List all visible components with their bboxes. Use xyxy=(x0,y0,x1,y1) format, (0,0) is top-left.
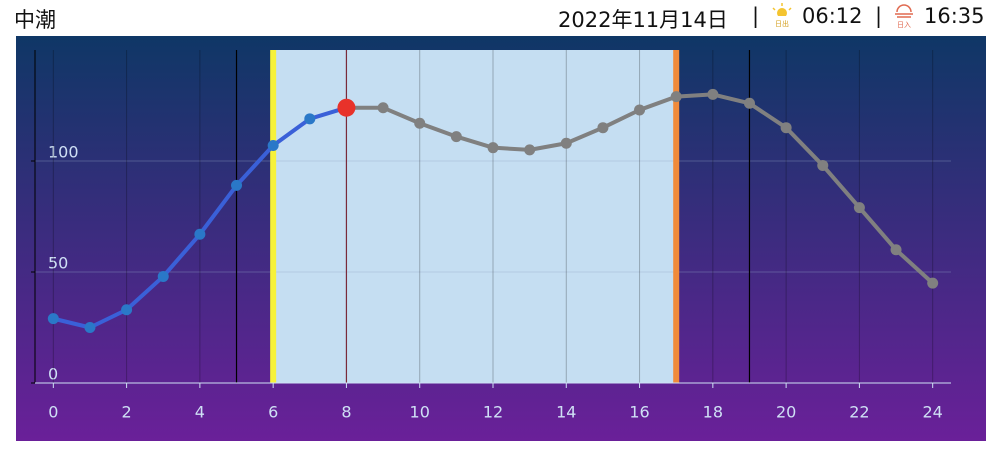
tide-point xyxy=(231,179,243,191)
chart: 050100024681012141618202224 xyxy=(16,36,986,441)
tide-point xyxy=(487,142,499,154)
x-tick-label: 12 xyxy=(483,403,503,422)
tide-point xyxy=(414,117,426,129)
separator: | xyxy=(752,4,760,28)
tide-point xyxy=(927,277,939,289)
sunset-icon: 日入 xyxy=(895,4,913,29)
tide-point xyxy=(780,122,792,134)
tide-point xyxy=(84,322,96,333)
x-tick-label: 18 xyxy=(703,403,723,422)
tide-point xyxy=(194,228,206,240)
x-tick-label: 22 xyxy=(849,403,869,422)
tide-point xyxy=(304,113,316,125)
tide-point xyxy=(157,270,169,282)
tide-point xyxy=(817,159,829,171)
tide-point xyxy=(267,139,279,151)
tide-point xyxy=(560,137,572,149)
x-tick-label: 20 xyxy=(776,403,796,422)
tide-point xyxy=(597,122,609,134)
x-tick-label: 6 xyxy=(268,403,278,422)
x-tick-label: 10 xyxy=(410,403,430,422)
tide-name: 中潮 xyxy=(14,8,56,32)
tide-point xyxy=(890,244,902,256)
sunrise-time: 06:12 xyxy=(802,4,863,28)
header: 中潮 2022年11月14日 | 日出 06:12 | 日入 16:35 xyxy=(0,0,1000,36)
x-tick-label: 4 xyxy=(195,403,205,422)
date: 2022年11月14日 xyxy=(558,8,728,32)
tide-point xyxy=(670,91,682,103)
x-tick-label: 14 xyxy=(556,403,576,422)
x-tick-label: 24 xyxy=(923,403,943,422)
sunrise-icon: 日出 xyxy=(772,3,792,28)
sunset-time: 16:35 xyxy=(924,4,985,28)
tide-point xyxy=(121,304,133,316)
tide-point xyxy=(47,313,59,325)
tide-point xyxy=(743,97,755,109)
y-tick-label: 100 xyxy=(48,143,79,162)
daylight-band xyxy=(273,50,677,383)
current-point xyxy=(337,98,356,117)
sunrise-icon-label: 日出 xyxy=(775,19,789,28)
tide-point xyxy=(450,131,462,143)
tide-point xyxy=(377,102,389,114)
x-tick-label: 2 xyxy=(122,403,132,422)
x-tick-label: 16 xyxy=(629,403,649,422)
x-tick-label: 0 xyxy=(48,403,58,422)
tide-point xyxy=(853,202,865,214)
tide-point xyxy=(524,144,536,156)
sunset-icon-label: 日入 xyxy=(897,21,911,29)
y-tick-label: 0 xyxy=(48,365,58,384)
tide-point xyxy=(634,104,646,116)
tide-point xyxy=(707,88,719,100)
separator: | xyxy=(875,4,883,28)
x-tick-label: 8 xyxy=(341,403,351,422)
y-tick-label: 50 xyxy=(48,254,68,273)
